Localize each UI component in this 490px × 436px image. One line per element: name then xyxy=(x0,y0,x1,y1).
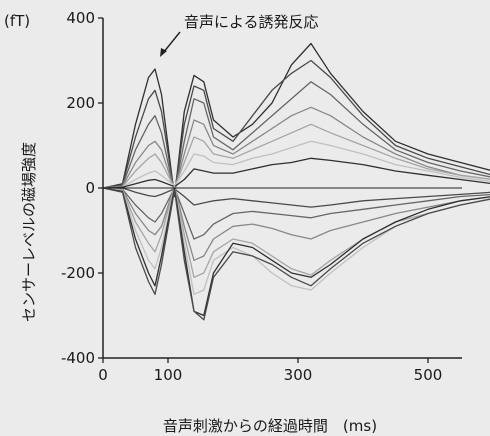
series-line-7 xyxy=(102,157,490,189)
x-tick-label-300: 300 xyxy=(284,366,313,384)
series-line-3 xyxy=(102,81,490,193)
series-line-13 xyxy=(102,187,490,317)
y-axis-title: センサーレベルの磁場強度 xyxy=(20,142,38,322)
series-line-14 xyxy=(102,187,490,321)
annotation-arrow xyxy=(160,31,181,57)
series-line-10 xyxy=(102,185,490,261)
series-line-4 xyxy=(102,106,490,191)
x-tick-label-100: 100 xyxy=(154,366,183,384)
y-unit-label: (fT) xyxy=(4,12,30,30)
plot-lines xyxy=(102,42,490,321)
y-tick-label-0: 0 xyxy=(85,179,95,197)
series-line-11 xyxy=(102,185,490,278)
series-line-2 xyxy=(102,59,490,196)
y-tick-label--200: -200 xyxy=(61,264,95,282)
series-line-5 xyxy=(102,123,490,189)
y-tick-label--400: -400 xyxy=(61,349,95,367)
annotation-label: 音声による誘発反応 xyxy=(184,13,319,31)
x-axis-title: 音声刺激からの経過時間 (ms) xyxy=(163,417,377,435)
series-line-9 xyxy=(102,187,490,240)
series-line-1 xyxy=(102,42,490,198)
series-line-6 xyxy=(102,140,490,189)
series-line-8 xyxy=(103,187,490,208)
series-line-12 xyxy=(102,187,490,295)
y-tick-label-200: 200 xyxy=(66,94,95,112)
x-tick-label-0: 0 xyxy=(98,366,108,384)
y-tick-label-400: 400 xyxy=(66,9,95,27)
x-tick-label-500: 500 xyxy=(414,366,443,384)
